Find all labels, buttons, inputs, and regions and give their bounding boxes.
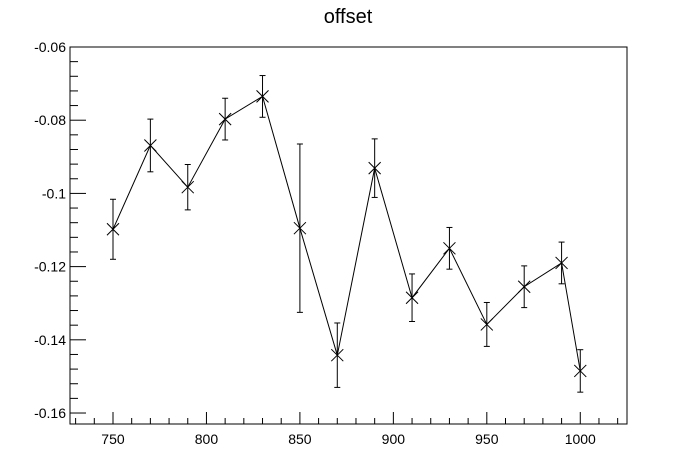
data-point xyxy=(443,241,456,255)
x-marker-stroke xyxy=(218,112,232,126)
y-tick-label: -0.06 xyxy=(34,39,66,55)
chart-title: offset xyxy=(324,6,373,28)
x-marker-stroke xyxy=(106,222,120,236)
x-marker-stroke xyxy=(256,90,269,103)
y-tick-label: -0.12 xyxy=(34,259,66,275)
y-tick-label: -0.16 xyxy=(34,405,66,421)
data-point xyxy=(181,180,195,194)
x-tick-label: 950 xyxy=(475,431,499,447)
series-group xyxy=(106,75,587,393)
data-point xyxy=(218,112,232,126)
x-tick-label: 850 xyxy=(288,431,312,447)
plot-frame xyxy=(69,46,628,425)
data-point xyxy=(144,139,157,152)
x-marker-stroke xyxy=(405,291,419,305)
x-marker-stroke xyxy=(480,318,494,331)
axes: 750 800 850 900 950 1000 -0.06 -0.08 -0.1 -0.12 -0… xyxy=(34,39,619,447)
x-tick-label: 900 xyxy=(382,431,406,447)
y-tick-label: -0.1 xyxy=(42,185,66,201)
data-point xyxy=(256,90,269,103)
x-tick-label: 750 xyxy=(101,431,125,447)
data-point xyxy=(573,364,587,378)
data-point xyxy=(368,161,382,175)
x-marker-stroke xyxy=(181,180,195,194)
x-marker-stroke xyxy=(443,241,456,255)
data-point xyxy=(330,348,344,362)
data-point xyxy=(405,291,419,305)
data-point xyxy=(517,280,531,294)
y-tick-label: -0.08 xyxy=(34,112,66,128)
x-marker-stroke xyxy=(144,139,157,152)
x-marker-stroke xyxy=(293,221,307,235)
x-marker-stroke xyxy=(330,348,344,362)
x-marker-stroke xyxy=(555,256,568,270)
x-tick-label: 1000 xyxy=(565,431,596,447)
y-tick-label: -0.14 xyxy=(34,332,66,348)
x-marker-stroke xyxy=(368,161,382,175)
data-point xyxy=(480,318,494,331)
x-marker-stroke xyxy=(573,364,587,378)
x-marker-stroke xyxy=(517,280,531,294)
series-line xyxy=(112,95,581,372)
x-tick-label: 800 xyxy=(195,431,219,447)
data-point xyxy=(293,221,307,235)
data-point xyxy=(555,256,568,270)
data-point xyxy=(106,222,120,236)
